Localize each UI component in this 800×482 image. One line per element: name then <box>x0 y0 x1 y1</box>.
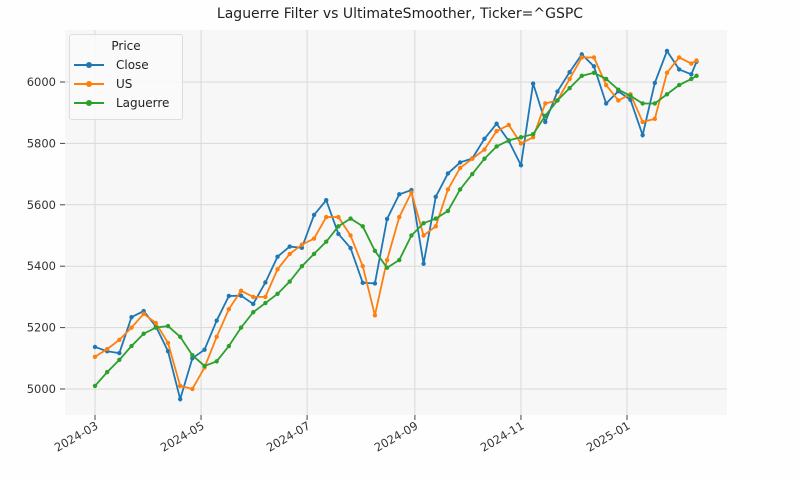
legend-item-close: Close <box>70 55 182 74</box>
y-tick-label: 6000 <box>27 75 56 89</box>
y-tick-label: 5600 <box>27 198 56 212</box>
laguerre-line-swatch-icon <box>74 99 104 106</box>
x-tick-label: 2024-03 <box>52 418 101 454</box>
y-axis: 5000 5200 5400 5600 5800 6000 <box>27 75 65 396</box>
x-tick-label: 2024-09 <box>372 418 421 454</box>
x-tick-label: 2024-05 <box>158 418 207 454</box>
legend-item-laguerre: Laguerre <box>70 93 182 112</box>
x-axis: 2024-03 2024-05 2024-07 2024-09 2024-11 2025-… <box>52 415 633 455</box>
legend-label-close: Close <box>116 57 149 72</box>
x-tick-label: 2024-07 <box>264 418 313 454</box>
y-tick-label: 5200 <box>27 321 56 335</box>
x-tick-label: 2024-11 <box>478 418 527 454</box>
legend-label-laguerre: Laguerre <box>116 95 170 110</box>
legend-item-us: US <box>70 74 182 93</box>
x-tick-label: 2025-01 <box>584 418 633 454</box>
gridlines <box>65 30 727 415</box>
close-line-swatch-icon <box>74 61 104 68</box>
legend: Price Close US Laguerre <box>69 34 183 120</box>
us-line-swatch-icon <box>74 80 104 87</box>
series-lines <box>92 48 699 403</box>
y-tick-label: 5800 <box>27 136 56 150</box>
y-tick-label: 5000 <box>27 382 56 396</box>
legend-label-us: US <box>116 76 133 91</box>
chart-title: Laguerre Filter vs UltimateSmoother, Tic… <box>216 6 584 22</box>
legend-title: Price <box>111 39 141 53</box>
y-tick-label: 5400 <box>27 259 56 273</box>
